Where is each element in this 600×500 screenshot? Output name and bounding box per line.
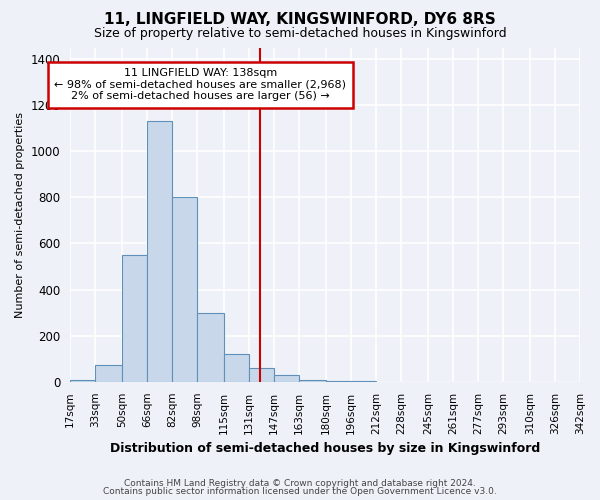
Bar	[299, 380, 326, 382]
Bar	[274, 375, 299, 382]
X-axis label: Distribution of semi-detached houses by size in Kingswinford: Distribution of semi-detached houses by …	[110, 442, 540, 455]
Bar	[147, 122, 172, 382]
Text: Contains HM Land Registry data © Crown copyright and database right 2024.: Contains HM Land Registry data © Crown c…	[124, 478, 476, 488]
Bar	[122, 255, 147, 382]
Y-axis label: Number of semi-detached properties: Number of semi-detached properties	[15, 112, 25, 318]
Bar	[249, 368, 274, 382]
Bar	[172, 198, 197, 382]
Bar	[95, 364, 122, 382]
Text: 11, LINGFIELD WAY, KINGSWINFORD, DY6 8RS: 11, LINGFIELD WAY, KINGSWINFORD, DY6 8RS	[104, 12, 496, 28]
Text: Contains public sector information licensed under the Open Government Licence v3: Contains public sector information licen…	[103, 487, 497, 496]
Bar	[197, 312, 224, 382]
Bar	[70, 380, 95, 382]
Text: Size of property relative to semi-detached houses in Kingswinford: Size of property relative to semi-detach…	[94, 28, 506, 40]
Text: 11 LINGFIELD WAY: 138sqm
← 98% of semi-detached houses are smaller (2,968)
2% of: 11 LINGFIELD WAY: 138sqm ← 98% of semi-d…	[54, 68, 346, 102]
Bar	[326, 380, 351, 382]
Bar	[224, 354, 249, 382]
